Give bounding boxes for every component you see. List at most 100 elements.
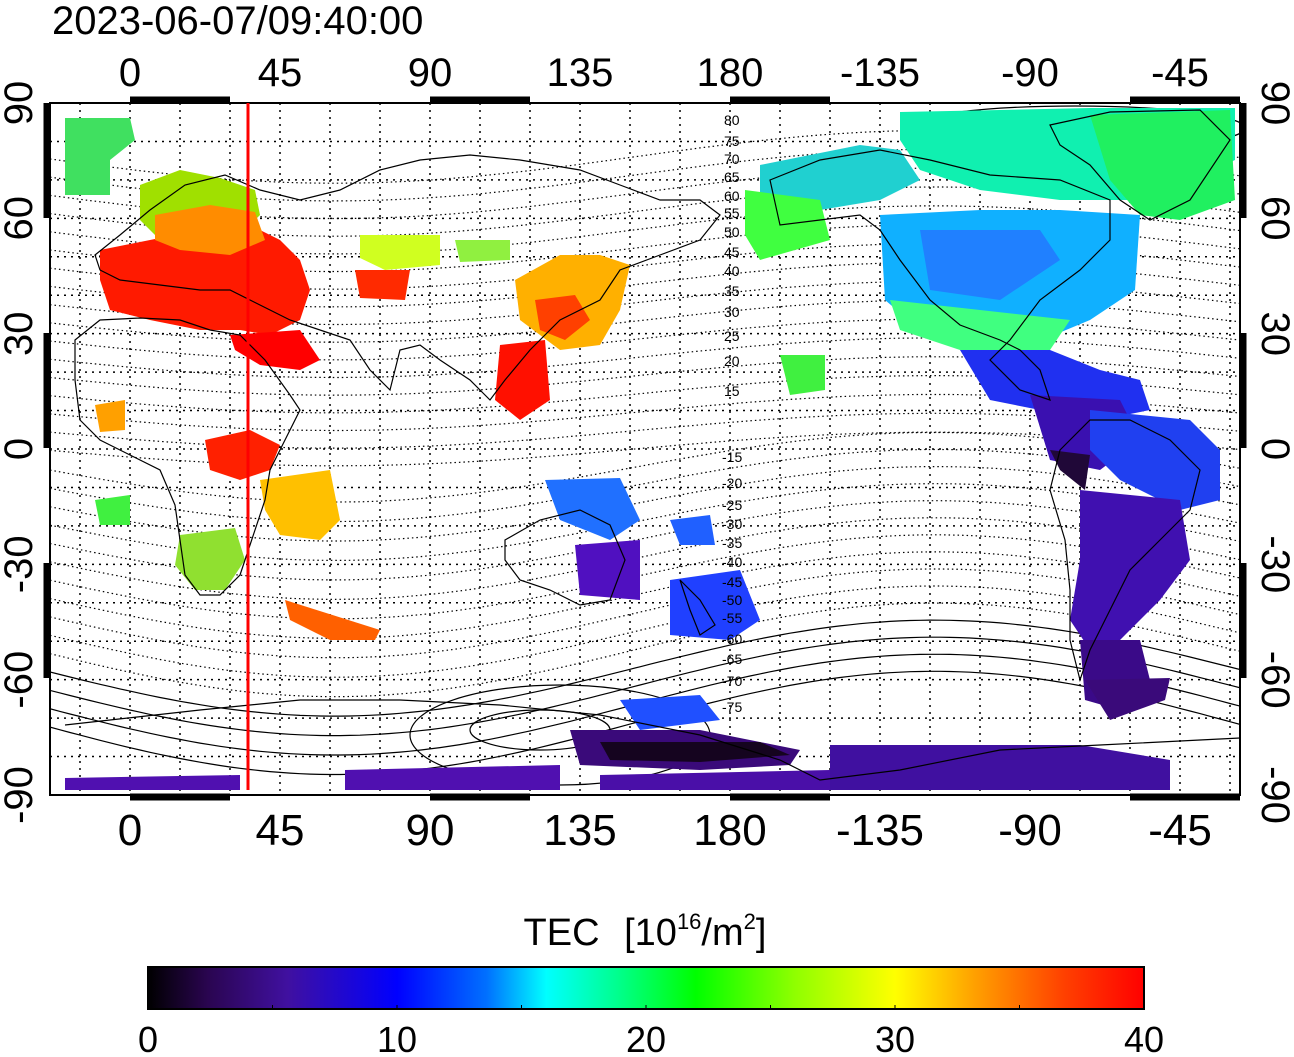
maglat-label: -40	[722, 554, 742, 570]
maglat-label: 35	[724, 283, 740, 299]
patch-usa-center	[920, 230, 1060, 300]
bottom-tick-label: -135	[836, 806, 924, 855]
patch-antarctica-b	[620, 695, 720, 730]
patch-pacific-is	[780, 355, 825, 395]
right-tick-label: 0	[1253, 438, 1294, 460]
top-tick-label: 45	[258, 51, 303, 95]
maglat-label: -25	[722, 497, 742, 513]
patch-nz-n	[670, 515, 715, 545]
maglat-label: 55	[724, 205, 740, 221]
bottom-longitude-ticks: 0 45 90 135 180 -135 -90 -45	[118, 806, 1212, 855]
top-tick-label: 90	[408, 51, 453, 95]
maglat-label: -70	[722, 673, 742, 689]
maglat-contour	[50, 568, 1240, 659]
patch-europe	[100, 225, 310, 335]
patch-australia-n	[545, 478, 640, 540]
patch-antarctica-dark	[600, 742, 790, 762]
top-tick-label: 135	[547, 51, 614, 95]
colorbar-tick-label: 10	[377, 1019, 417, 1057]
patch-nz	[670, 570, 760, 640]
left-tick-label: 30	[0, 311, 41, 356]
top-tick-label: 180	[697, 51, 764, 95]
patch-antarctica-strip3	[600, 770, 830, 790]
patch-indian-ocean-s	[285, 600, 380, 640]
patch-greenland	[1090, 110, 1235, 220]
patch-south-africa	[175, 528, 245, 590]
left-tick-label: -30	[0, 535, 41, 593]
left-tick-label: -60	[0, 651, 41, 709]
maglat-label: -75	[722, 699, 742, 715]
maglat-contour	[50, 602, 1240, 698]
colorbar-tick-label: 0	[138, 1019, 158, 1057]
patch-usa-south	[890, 300, 1070, 350]
left-tick-label: -90	[0, 766, 41, 824]
bottom-tick-label: 180	[693, 806, 766, 855]
left-tick-label: 90	[0, 81, 41, 126]
patch-s-america-n	[1090, 410, 1220, 510]
maglat-label: -55	[722, 610, 742, 626]
colorbar-tick-label: 20	[626, 1019, 666, 1057]
timestamp-title: 2023-06-07/09:40:00	[52, 0, 423, 43]
top-tick-label: -90	[1001, 51, 1059, 95]
colorbar-tick-label: 40	[1124, 1019, 1164, 1057]
colorbar: TEC [1016/m2] 0 10 20 30 40	[138, 909, 1164, 1057]
colorbar-tick-label: 30	[875, 1019, 915, 1057]
bottom-tick-label: 135	[543, 806, 616, 855]
maglat-label: 40	[724, 263, 740, 279]
maglat-label: 80	[724, 112, 740, 128]
patch-south-pacific-se	[1085, 678, 1170, 720]
maglat-label: 20	[724, 353, 740, 369]
top-tick-label: -45	[1151, 51, 1209, 95]
maglat-label: -65	[722, 651, 742, 667]
maglat-contour	[50, 448, 1240, 523]
patch-bering	[745, 190, 830, 260]
maglat-label: 45	[724, 244, 740, 260]
colorbar-rect	[147, 966, 1145, 1010]
maglat-label: 60	[724, 188, 740, 204]
patch-w-africa	[95, 495, 130, 525]
maglat-label: 50	[724, 224, 740, 240]
patch-greenland-nw	[65, 118, 135, 195]
maglat-contour	[50, 585, 1240, 678]
maglat-label: 30	[724, 304, 740, 320]
patch-n-africa-red	[230, 330, 320, 370]
colorbar-title: TEC [1016/m2]	[524, 909, 767, 954]
patch-wa	[95, 400, 125, 432]
right-tick-label: 30	[1253, 311, 1294, 356]
frame-thick-segments	[43, 96, 1247, 801]
maglat-label: -20	[722, 475, 742, 491]
patch-africa-central	[205, 430, 280, 480]
patch-scandinavia-s	[155, 205, 265, 255]
right-tick-label: -60	[1253, 651, 1294, 709]
patch-se-asia	[495, 340, 550, 420]
patch-antarctica-strip	[65, 775, 240, 790]
bottom-tick-label: 0	[118, 806, 142, 855]
maglat-label: -45	[722, 574, 742, 590]
bottom-tick-label: 90	[406, 806, 455, 855]
maglat-label: 70	[724, 151, 740, 167]
patch-japan-red	[535, 295, 590, 340]
top-tick-label: -135	[840, 51, 920, 95]
maglat-label: 65	[724, 169, 740, 185]
maglat-label: 25	[724, 328, 740, 344]
left-tick-label: 60	[0, 196, 41, 241]
coastlines	[64, 109, 1240, 781]
left-tick-label: 0	[0, 438, 41, 460]
patch-antarctica-e	[800, 745, 1170, 790]
maglat-label: -50	[722, 592, 742, 608]
right-tick-label: 60	[1253, 196, 1294, 241]
right-tick-label: -30	[1253, 535, 1294, 593]
maglat-label: 75	[724, 133, 740, 149]
maglat-label: 15	[724, 383, 740, 399]
maglat-label: -35	[722, 535, 742, 551]
maglat-contour	[50, 431, 1240, 503]
patch-s-america-dark	[1050, 450, 1090, 490]
bottom-tick-label: -90	[998, 806, 1062, 855]
patch-antarctica-strip2	[345, 765, 560, 790]
patch-australia-e	[575, 540, 640, 600]
left-latitude-ticks: 90 60 30 0 -30 -60 -90	[0, 81, 41, 824]
tec-data-patches	[65, 108, 1235, 790]
bottom-tick-label: -45	[1148, 806, 1212, 855]
